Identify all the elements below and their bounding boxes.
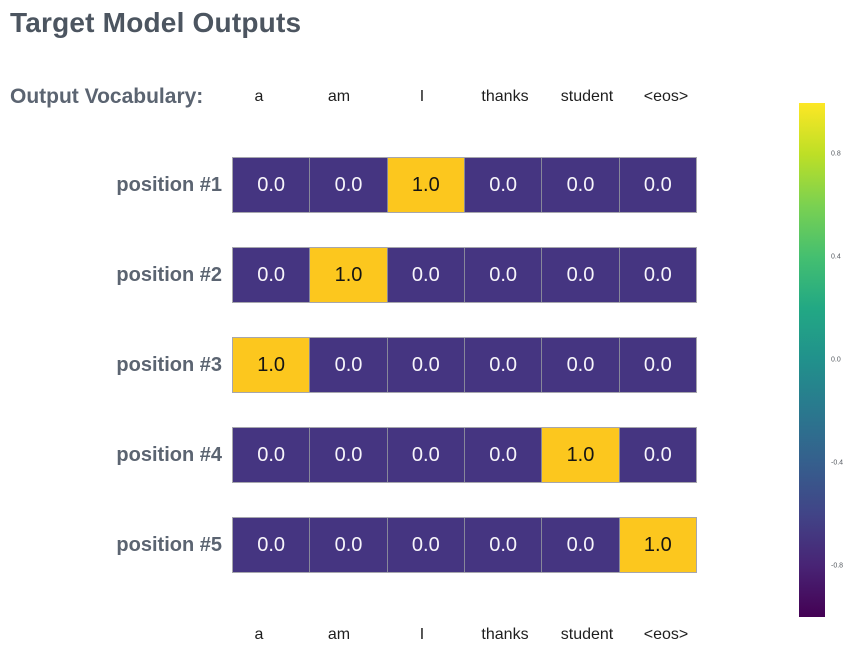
heatmap-cell: 0.0 — [387, 428, 465, 482]
heatmap-cell: 0.0 — [310, 338, 388, 392]
heatmap-cell: 0.0 — [464, 158, 543, 212]
heatmap-cell: 1.0 — [233, 338, 311, 392]
row-label: position #2 — [116, 264, 222, 286]
heatmap-cell: 0.0 — [310, 158, 388, 212]
colorbar-tick-label: 0.0 — [831, 356, 841, 364]
colorbar-tick-label: 0.4 — [831, 253, 841, 261]
heatmap-cell: 1.0 — [619, 518, 696, 572]
column-label-bottom: am — [327, 626, 351, 643]
column-label-top: <eos> — [643, 88, 689, 105]
colorbar-tick-label: -0.8 — [831, 562, 844, 570]
heatmap-cell: 1.0 — [310, 248, 388, 302]
column-label-bottom: thanks — [481, 626, 529, 643]
column-label-top: student — [560, 88, 614, 105]
row-label: position #5 — [116, 534, 222, 556]
heatmap-row: 0.0 0.0 0.0 0.0 1.0 0.0 — [232, 427, 697, 483]
heatmap-cell: 0.0 — [387, 248, 465, 302]
heatmap-cell: 0.0 — [619, 338, 696, 392]
column-label-top: a — [254, 88, 264, 105]
heatmap-cell: 0.0 — [542, 518, 620, 572]
heatmap-cell: 1.0 — [542, 428, 620, 482]
heatmap-cell: 0.0 — [233, 428, 311, 482]
heatmap-row: 0.0 1.0 0.0 0.0 0.0 0.0 — [232, 247, 697, 303]
heatmap-cell: 0.0 — [233, 158, 311, 212]
output-vocabulary-label: Output Vocabulary: — [10, 85, 204, 108]
column-label-bottom: a — [254, 626, 264, 643]
heatmap-cell: 0.0 — [464, 248, 543, 302]
heatmap-cell: 0.0 — [619, 248, 696, 302]
column-label-bottom: I — [419, 626, 425, 643]
row-label: position #1 — [116, 174, 222, 196]
column-label-top: I — [419, 88, 425, 105]
heatmap-cell: 0.0 — [387, 338, 465, 392]
heatmap-cell: 0.0 — [464, 338, 543, 392]
heatmap-row: 0.0 0.0 1.0 0.0 0.0 0.0 — [232, 157, 697, 213]
column-label-top: thanks — [481, 88, 529, 105]
heatmap-cell: 0.0 — [542, 338, 620, 392]
heatmap-cell: 0.0 — [387, 518, 465, 572]
column-label-bottom: student — [560, 626, 614, 643]
heatmap-cell: 0.0 — [310, 428, 388, 482]
heatmap-cell: 0.0 — [233, 248, 311, 302]
heatmap-cell: 0.0 — [233, 518, 311, 572]
heatmap-cell: 1.0 — [387, 158, 465, 212]
colorbar-tick-label: 0.8 — [831, 150, 841, 158]
heatmap-row: 1.0 0.0 0.0 0.0 0.0 0.0 — [232, 337, 697, 393]
column-label-top: am — [327, 88, 351, 105]
colorbar-tick-label: -0.4 — [831, 459, 844, 467]
heatmap-cell: 0.0 — [464, 428, 543, 482]
figure-title: Target Model Outputs — [10, 7, 302, 38]
heatmap-cell: 0.0 — [310, 518, 388, 572]
row-label: position #3 — [116, 354, 222, 376]
heatmap-row: 0.0 0.0 0.0 0.0 0.0 1.0 — [232, 517, 697, 573]
heatmap-cell: 0.0 — [542, 158, 620, 212]
heatmap-cell: 0.0 — [542, 248, 620, 302]
heatmap-cell: 0.0 — [619, 158, 696, 212]
heatmap-cell: 0.0 — [464, 518, 543, 572]
column-label-bottom: <eos> — [643, 626, 689, 643]
colorbar: 0.8 0.4 0.0 -0.4 -0.8 — [799, 103, 843, 617]
row-label: position #4 — [116, 444, 222, 466]
heatmap-cell: 0.0 — [619, 428, 696, 482]
